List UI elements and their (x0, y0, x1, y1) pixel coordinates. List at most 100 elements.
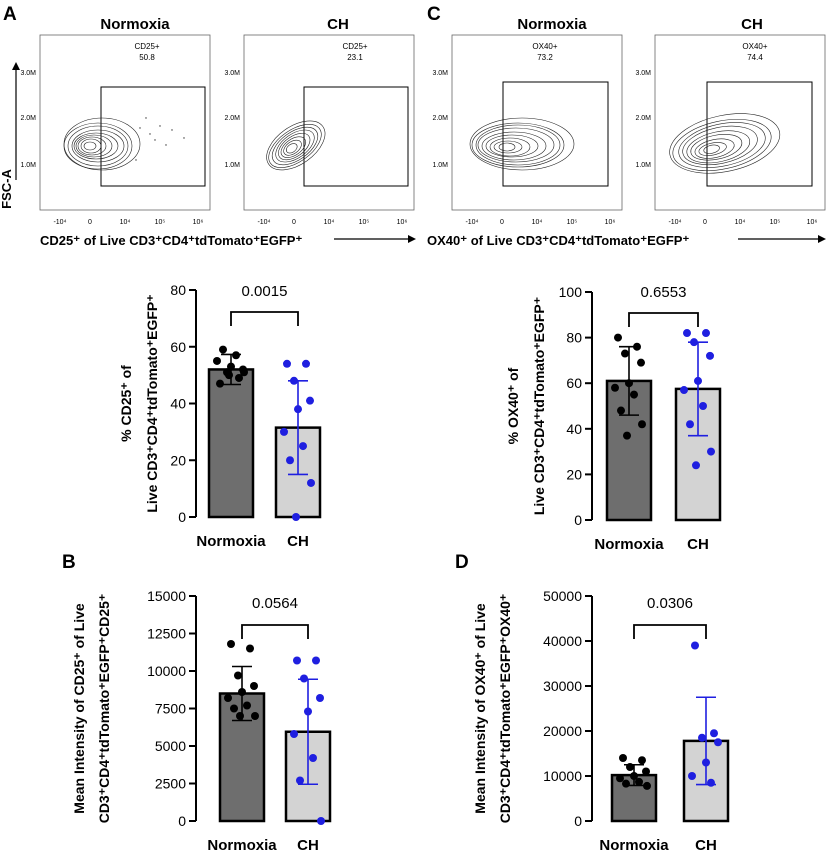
data-point (637, 358, 645, 367)
panel-letter-a: A (3, 4, 17, 25)
data-point (706, 351, 714, 360)
data-point (317, 817, 325, 825)
significance-bracket (241, 624, 309, 639)
significance-bracket (230, 311, 299, 326)
data-point (230, 704, 238, 713)
category-label: Normoxia (207, 837, 277, 853)
data-point (234, 671, 242, 680)
x-tick: 0 (703, 219, 707, 226)
y-tick-label: 20 (170, 452, 186, 468)
x-tick: 10⁶ (193, 219, 204, 226)
y-axis-label-line2: CD3⁺CD4⁺tdTomato⁺EGFP⁺CD25⁺ (96, 594, 112, 824)
contour-cluster (669, 113, 781, 174)
data-point (688, 772, 696, 780)
y-axis-label-line1: Mean Intensity of CD25⁺ of Live (71, 603, 87, 814)
data-point (238, 688, 246, 696)
y-tick: 1.0M (635, 162, 651, 169)
y-tick: 3.0M (432, 70, 448, 77)
data-point (280, 427, 288, 436)
outlier-dots (135, 117, 185, 161)
data-point (236, 712, 244, 720)
data-point (302, 359, 310, 368)
x-tick: 0 (500, 219, 504, 226)
gate-box (100, 86, 206, 187)
data-point (227, 362, 235, 371)
x-tick: -10⁴ (53, 219, 66, 226)
y-tick: 3.0M (20, 70, 36, 77)
bar-chart-c: 0 20 40 60 80 100 % OX40⁺ of Live CD3⁺CD4⁺tdTom… (505, 284, 722, 553)
data-point (309, 754, 317, 762)
flow-plot-a-normoxia: CD25+ 50.8 3.0M 2.0M 1.0M -10⁴ (20, 34, 211, 226)
data-point (617, 406, 625, 415)
flow-title-c-ch: CH (741, 16, 763, 33)
x-tick: 10⁶ (605, 219, 616, 226)
gate-value: 74.4 (747, 53, 763, 62)
data-point (680, 386, 688, 395)
data-point (707, 447, 715, 456)
y-tick: 3.0M (224, 70, 240, 77)
x-tick: 10⁵ (155, 219, 166, 226)
y-tick-label: 40000 (543, 633, 582, 649)
flow-panel-a: Normoxia CH CD25+ 50.8 (0, 16, 416, 248)
data-point (686, 420, 694, 429)
flow-plot-c-normoxia: OX40+ 73.2 3.0M 2.0M 1.0M -10⁴ 0 10⁴ 10⁵… (432, 34, 623, 226)
p-value-label: 0.6553 (641, 284, 687, 301)
significance-bracket (628, 312, 699, 327)
data-point (292, 513, 300, 521)
y-tick-label: 0 (574, 813, 582, 829)
y-tick-label: 15000 (147, 588, 186, 604)
panel-letter-c: C (427, 4, 441, 25)
data-point (290, 730, 298, 738)
data-point (633, 342, 641, 351)
y-axis-label-line2: CD3⁺CD4⁺tdTomato⁺EGFP⁺OX40⁺ (497, 594, 513, 824)
data-point (251, 712, 259, 720)
data-point (638, 756, 646, 765)
x-tick: 10⁵ (770, 219, 781, 226)
p-value-label: 0.0306 (647, 595, 693, 612)
y-tick-label: 5000 (155, 738, 186, 754)
y-tick-label: 100 (559, 284, 583, 300)
data-point (710, 729, 718, 738)
contour-cluster (63, 117, 141, 171)
bar-chart-a: 0 20 40 60 80 % CD25⁺ of Live CD3⁺CD4⁺tdTomato… (118, 282, 322, 550)
gate-box (303, 86, 409, 187)
data-point (299, 442, 307, 451)
category-label: Normoxia (599, 837, 669, 853)
panel-letter-b: B (62, 552, 76, 573)
y-tick-label: 50000 (543, 588, 582, 604)
data-point (304, 707, 312, 716)
data-point (216, 379, 224, 388)
data-point (316, 694, 324, 702)
data-point (300, 674, 308, 683)
x-tick: 10⁴ (120, 219, 131, 226)
bar-chart-b: 0 2500 5000 7500 10000 12500 15000 Mean Intensi… (71, 588, 332, 853)
x-tick: 10⁶ (397, 219, 408, 226)
y-axis-label-fsc: FSC-A (0, 169, 14, 209)
y-tick-label: 30000 (543, 678, 582, 694)
data-point (642, 767, 650, 776)
gate-value: 23.1 (347, 53, 363, 62)
data-point (250, 682, 258, 690)
y-axis-label-line1: % OX40⁺ of (505, 367, 521, 444)
data-point (240, 368, 248, 377)
y-tick-label: 20 (566, 466, 582, 482)
y-tick-label: 0 (574, 512, 582, 528)
data-point (699, 402, 707, 410)
data-point (225, 371, 233, 380)
data-point (626, 763, 634, 771)
data-point (621, 349, 629, 358)
y-tick: 1.0M (20, 162, 36, 169)
category-label: Normoxia (594, 536, 664, 553)
data-point (293, 656, 301, 665)
data-point (616, 774, 624, 783)
x-axis-label-c: OX40⁺ of Live CD3⁺CD4⁺tdTomato⁺EGFP⁺ (427, 233, 689, 248)
flow-plot-c-ch: OX40+ 74.4 3.0M 2.0M 1.0M -10⁴ 0 10⁴ 10⁵… (635, 34, 826, 226)
bar-normoxia (207, 368, 255, 519)
p-value-label: 0.0564 (252, 595, 298, 612)
data-point (286, 456, 294, 465)
category-label: CH (687, 536, 709, 553)
x-tick: 10⁵ (567, 219, 578, 226)
data-point (611, 383, 619, 392)
data-point (219, 345, 227, 354)
category-label: CH (297, 837, 319, 853)
